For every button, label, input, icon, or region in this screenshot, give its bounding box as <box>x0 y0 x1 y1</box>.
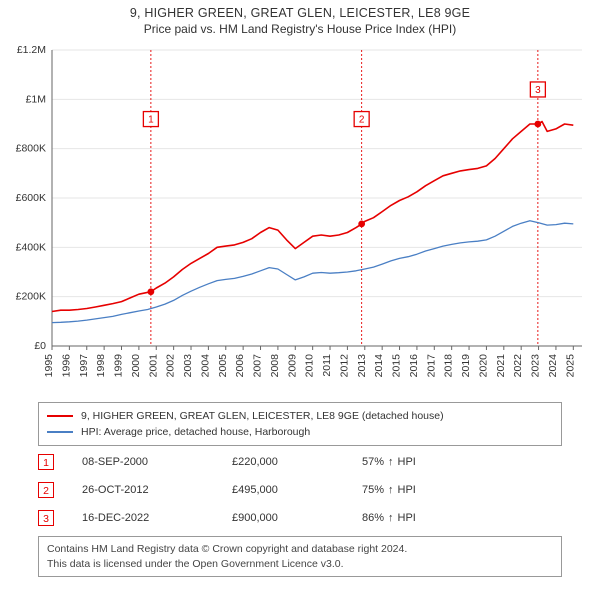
x-tick-label: 2002 <box>165 354 177 378</box>
x-tick-label: 1999 <box>113 354 125 378</box>
sale-price: £220,000 <box>232 456 362 468</box>
x-tick-label: 2019 <box>460 354 472 378</box>
x-tick-label: 2011 <box>321 354 333 377</box>
x-tick-label: 2024 <box>547 354 559 378</box>
footer-line2: This data is licensed under the Open Gov… <box>47 557 553 572</box>
x-tick-label: 2015 <box>391 354 403 378</box>
chart-canvas: 9, HIGHER GREEN, GREAT GLEN, LEICESTER, … <box>0 0 600 590</box>
x-tick-label: 1995 <box>43 354 55 378</box>
y-tick-label: £600K <box>16 192 46 204</box>
y-tick-label: £400K <box>16 241 46 253</box>
legend-label: 9, HIGHER GREEN, GREAT GLEN, LEICESTER, … <box>81 408 444 424</box>
arrow-up-icon: ↑ <box>388 456 394 468</box>
x-tick-label: 2014 <box>373 354 385 378</box>
sale-row: 3 16-DEC-2022£900,00086%↑HPI <box>38 504 562 532</box>
x-tick-label: 1998 <box>95 354 107 378</box>
x-tick-label: 2006 <box>234 354 246 378</box>
legend-row: HPI: Average price, detached house, Harb… <box>47 424 553 440</box>
sale-date: 16-DEC-2022 <box>82 512 232 524</box>
sale-marker-1: 1 <box>148 115 154 126</box>
legend-label: HPI: Average price, detached house, Harb… <box>81 424 310 440</box>
sale-badge: 3 <box>38 510 54 526</box>
x-tick-label: 1996 <box>60 354 72 378</box>
legend-row: 9, HIGHER GREEN, GREAT GLEN, LEICESTER, … <box>47 408 553 424</box>
y-tick-label: £800K <box>16 143 46 155</box>
x-tick-label: 2009 <box>286 354 298 378</box>
sale-row: 1 08-SEP-2000£220,00057%↑HPI <box>38 448 562 476</box>
sale-date: 26-OCT-2012 <box>82 484 232 496</box>
x-tick-label: 2008 <box>269 354 281 378</box>
legend-box: 9, HIGHER GREEN, GREAT GLEN, LEICESTER, … <box>38 402 562 446</box>
x-tick-label: 2013 <box>356 354 368 378</box>
y-tick-label: £0 <box>34 340 46 352</box>
chart-area: £0 £200K £400K £600K £800K £1M £1.2M 1995 1996 19… <box>10 44 590 394</box>
sale-price: £495,000 <box>232 484 362 496</box>
x-tick-label: 2023 <box>530 354 542 378</box>
arrow-up-icon: ↑ <box>388 484 394 496</box>
title-address: 9, HIGHER GREEN, GREAT GLEN, LEICESTER, … <box>0 6 600 20</box>
series-property <box>52 122 573 312</box>
y-tick-label: £1.2M <box>17 44 46 56</box>
arrow-up-icon: ↑ <box>388 512 394 524</box>
chart-svg: £0 £200K £400K £600K £800K £1M £1.2M 1995 1996 19… <box>10 44 590 394</box>
title-block: 9, HIGHER GREEN, GREAT GLEN, LEICESTER, … <box>0 0 600 36</box>
sale-marker-2: 2 <box>359 115 365 126</box>
x-tick-label: 1997 <box>78 354 90 378</box>
x-tick-label: 2010 <box>304 354 316 378</box>
x-tick-label: 2001 <box>147 354 159 378</box>
x-tick-label: 2025 <box>564 354 576 378</box>
x-tick-label: 2004 <box>199 354 211 378</box>
sale-marker-3: 3 <box>535 85 541 96</box>
legend-swatch <box>47 431 73 433</box>
sale-pct: 75%↑HPI <box>362 484 482 496</box>
title-subtitle: Price paid vs. HM Land Registry's House … <box>0 22 600 36</box>
x-tick-label: 2003 <box>182 354 194 378</box>
footer-line1: Contains HM Land Registry data © Crown c… <box>47 542 553 557</box>
legend-swatch <box>47 415 73 417</box>
sale-date: 08-SEP-2000 <box>82 456 232 468</box>
y-tick-label: £200K <box>16 291 46 303</box>
x-tick-label: 2016 <box>408 354 420 378</box>
footer-box: Contains HM Land Registry data © Crown c… <box>38 536 562 577</box>
x-tick-label: 2007 <box>252 354 264 378</box>
x-tick-label: 2000 <box>130 354 142 378</box>
x-tick-label: 2020 <box>477 354 489 378</box>
x-tick-label: 2005 <box>217 354 229 378</box>
x-tick-label: 2018 <box>443 354 455 378</box>
x-tick-label: 2017 <box>425 354 437 378</box>
x-tick-label: 2012 <box>338 354 350 378</box>
sale-row: 2 26-OCT-2012£495,00075%↑HPI <box>38 476 562 504</box>
sale-badge: 2 <box>38 482 54 498</box>
sales-table: 108-SEP-2000£220,00057%↑HPI226-OCT-2012£… <box>38 448 562 532</box>
sale-pct: 86%↑HPI <box>362 512 482 524</box>
x-tick-label: 2021 <box>495 354 507 378</box>
y-tick-label: £1M <box>26 93 46 105</box>
sale-price: £900,000 <box>232 512 362 524</box>
sale-badge: 1 <box>38 454 54 470</box>
x-tick-label: 2022 <box>512 354 524 378</box>
sale-pct: 57%↑HPI <box>362 456 482 468</box>
